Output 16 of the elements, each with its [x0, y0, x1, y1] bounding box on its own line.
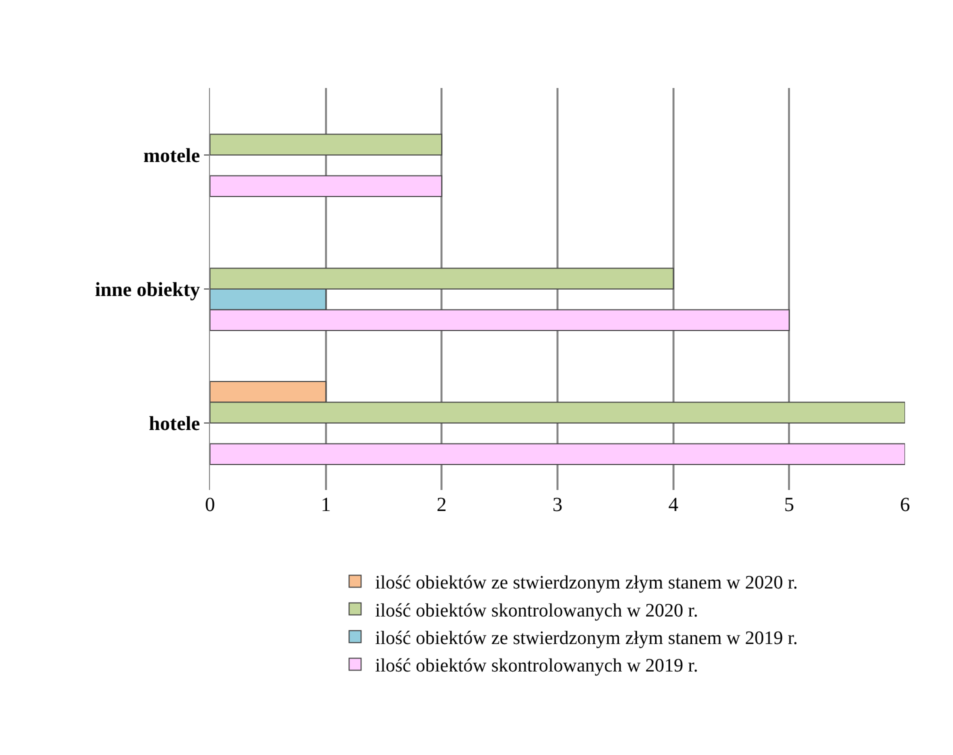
x-tick-label: 0	[205, 494, 215, 516]
y-tick-label: inne obiekty	[94, 279, 200, 301]
legend-label: ilość obiektów skontrolowanych w 2019 r.	[375, 656, 698, 677]
x-tick-label: 6	[900, 494, 910, 516]
x-tick-label: 1	[320, 494, 331, 516]
y-tick-label: hotele	[148, 413, 200, 435]
legend-label: ilość obiektów ze stwierdzonym złym stanem w 2019 r.	[375, 628, 798, 650]
bar	[210, 175, 442, 198]
x-tick-label: 5	[784, 494, 794, 516]
x-tick-label: 4	[668, 494, 678, 516]
legend-label: ilość obiektów ze stwierdzonym złym stanem w 2020 r.	[375, 572, 798, 594]
x-tick-label: 2	[436, 494, 447, 516]
y-tick-label: motele	[143, 145, 200, 167]
bar	[210, 443, 905, 466]
x-tick-label: 3	[552, 494, 562, 516]
legend-label: ilość obiektów skontrolowanych w 2020 r.	[375, 600, 698, 622]
